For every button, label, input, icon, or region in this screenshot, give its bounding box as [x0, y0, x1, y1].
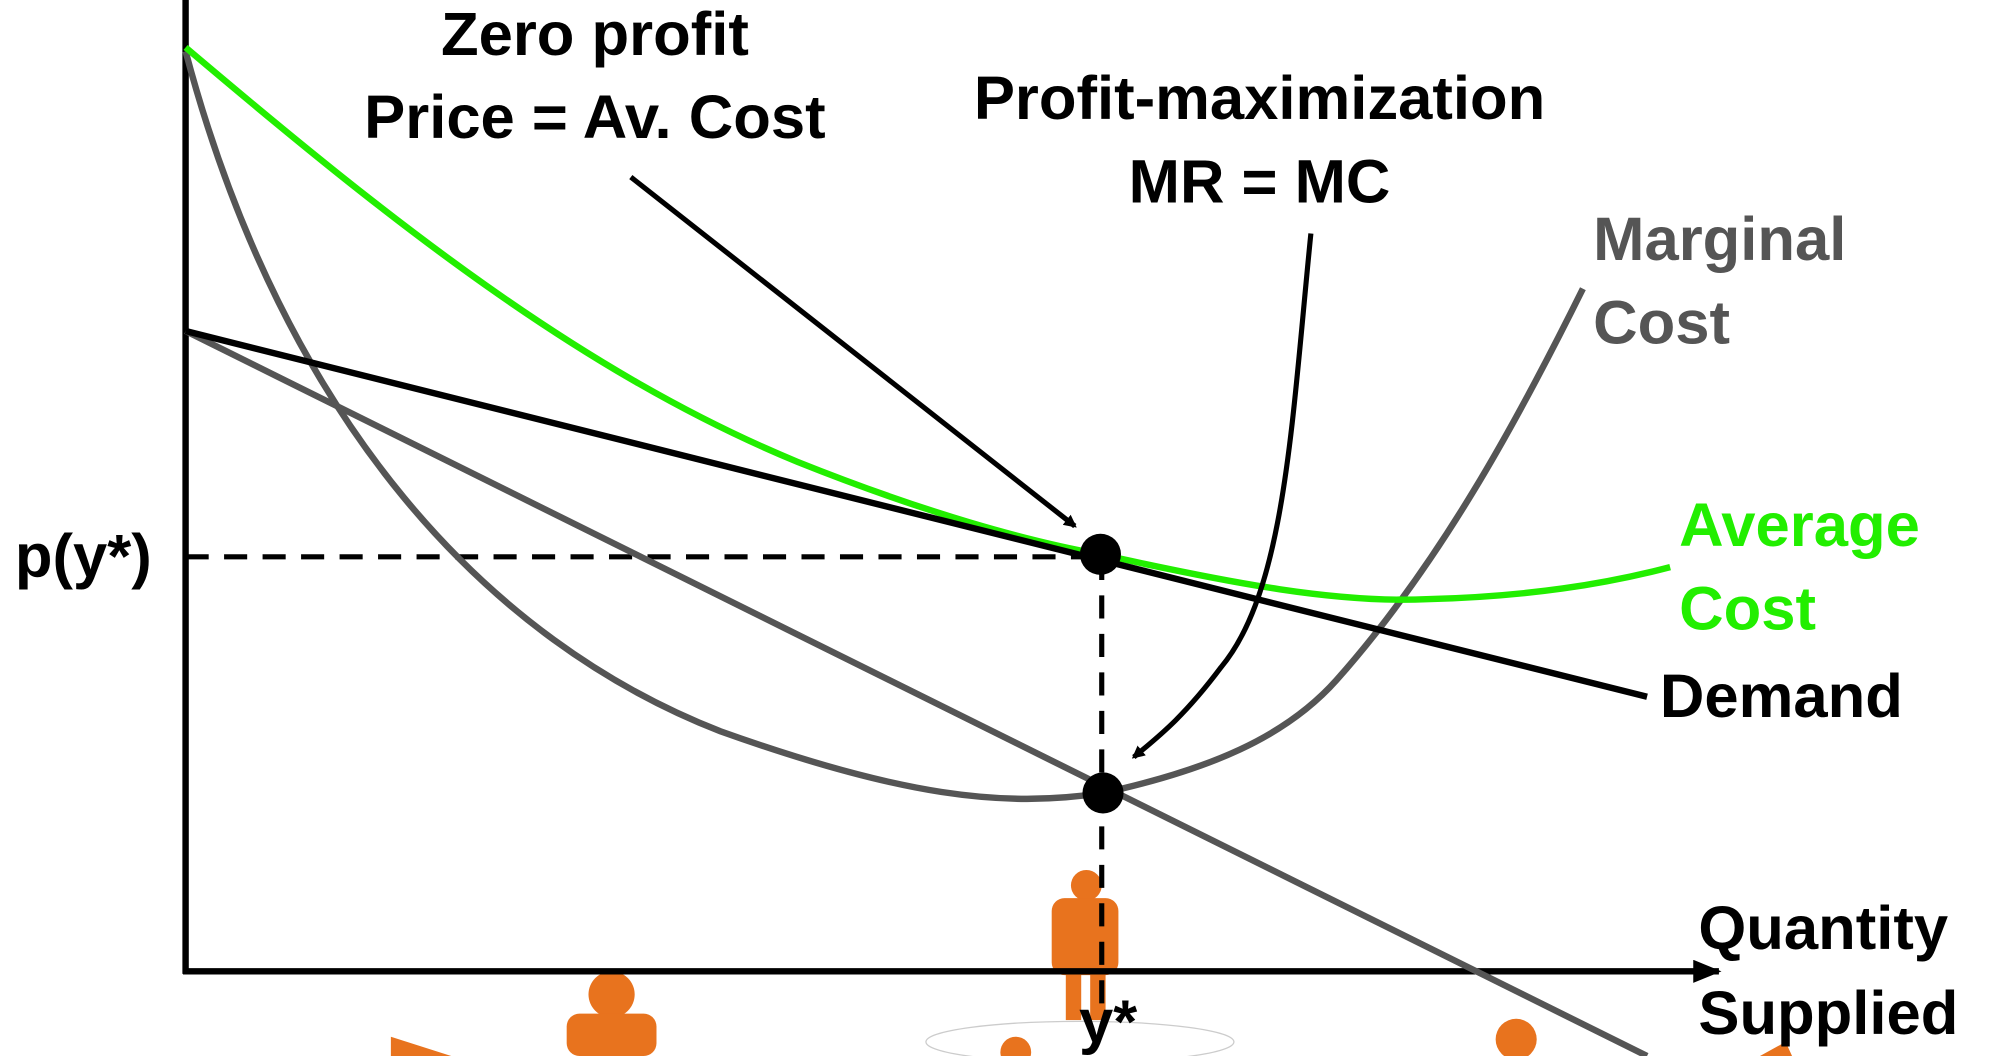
annotation-text: Zero profit [441, 0, 749, 69]
curve-label: Demand [1660, 662, 1903, 731]
average-cost-curve [183, 45, 1671, 603]
annotation-text: Profit-maximization [974, 64, 1545, 133]
axis-label: p(y*) [15, 522, 152, 591]
demand-curve [184, 327, 1648, 700]
curve-label: Cost [1593, 288, 1730, 357]
curve-label: Average [1679, 491, 1920, 560]
curve-label: Cost [1679, 575, 1816, 644]
profit-max-point [1082, 772, 1124, 814]
axis-title: Quantity [1698, 894, 1948, 963]
profit-max-arrow [1131, 233, 1314, 760]
marginal-cost-curve [182, 50, 1586, 803]
axis-label: y* [1079, 988, 1137, 1056]
zero-profit-arrow [629, 175, 1077, 529]
annotation-text: Price = Av. Cost [364, 83, 825, 152]
axis-title: Supplied [1698, 979, 1958, 1048]
curve-label: Marginal [1593, 205, 1846, 274]
annotation-text: MR = MC [1129, 147, 1391, 216]
floor-ring [925, 1020, 1235, 1056]
marginal-revenue [184, 328, 1649, 1056]
zero-profit-point [1079, 533, 1121, 575]
